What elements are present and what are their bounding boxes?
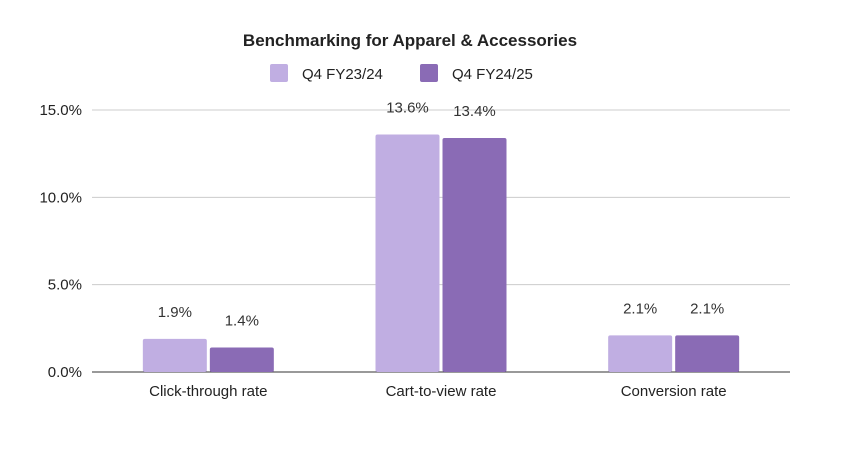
bar — [442, 137, 507, 372]
x-axis-labels: Click-through rate Cart-to-view rate Conve… — [149, 383, 726, 400]
data-label: 1.4% — [225, 313, 259, 330]
x-tick-label: Click-through rate — [149, 383, 267, 400]
gridlines: 0.0% 5.0% 10.0% 15.0% — [39, 102, 790, 381]
bar — [375, 134, 440, 372]
data-label: 13.4% — [453, 103, 496, 120]
data-label: 13.6% — [386, 99, 429, 116]
bar — [142, 338, 207, 372]
chart-title: Benchmarking for Apparel & Accessories — [243, 31, 577, 50]
y-tick-label: 0.0% — [48, 364, 82, 381]
legend-swatch — [420, 64, 438, 82]
y-tick-label: 5.0% — [48, 277, 82, 294]
y-tick-label: 15.0% — [39, 102, 82, 119]
x-tick-label: Cart-to-view rate — [386, 383, 497, 400]
data-label: 2.1% — [690, 300, 724, 317]
bar — [675, 335, 740, 372]
x-tick-label: Conversion rate — [621, 383, 727, 400]
bars: 1.9% 1.4% 13.6% 13.4% 2.1% 2.1% — [142, 99, 740, 372]
bar — [209, 347, 274, 372]
legend-swatch — [270, 64, 288, 82]
data-label: 1.9% — [158, 304, 192, 321]
legend-label: Q4 FY24/25 — [452, 66, 533, 83]
data-label: 2.1% — [623, 300, 657, 317]
y-tick-label: 10.0% — [39, 189, 82, 206]
legend-label: Q4 FY23/24 — [302, 66, 383, 83]
legend: Q4 FY23/24 Q4 FY24/25 — [270, 64, 533, 83]
bar — [608, 335, 673, 372]
